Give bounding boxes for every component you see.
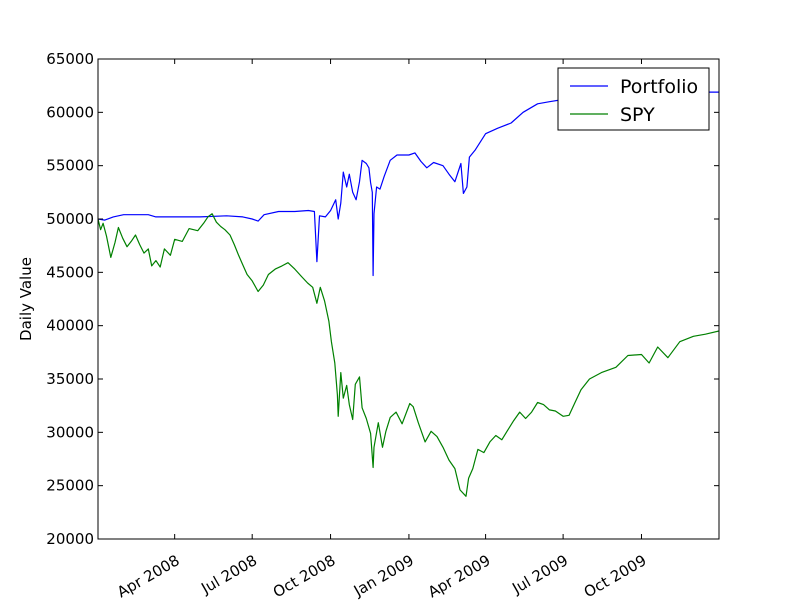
y-tick-label: 55000: [46, 157, 94, 175]
x-tick-label: Jul 2008: [197, 551, 260, 598]
legend-label-portfolio: Portfolio: [620, 76, 698, 98]
x-tick-label: Jan 2009: [350, 551, 417, 600]
x-tick-label: Oct 2009: [581, 551, 650, 600]
plot-frame: [97, 58, 720, 540]
y-tick-label: 20000: [46, 530, 94, 548]
y-tick-label: 25000: [46, 477, 94, 495]
y-axis-label: Daily Value: [17, 257, 35, 341]
x-tick-label: Jul 2009: [508, 551, 571, 598]
y-tick-label: 50000: [46, 210, 94, 228]
y-tick-label: 45000: [46, 263, 94, 281]
y-tick-label: 30000: [46, 423, 94, 441]
series-line-portfolio: [98, 91, 719, 277]
y-tick-label: 40000: [46, 317, 94, 335]
x-tick-label: Oct 2008: [270, 551, 339, 600]
x-tick-label: Apr 2008: [114, 551, 183, 600]
series-line-spy: [98, 213, 719, 497]
y-tick-label: 65000: [46, 50, 94, 68]
series-layer: [98, 91, 719, 497]
legend-label-spy: SPY: [620, 104, 655, 126]
legend: Portfolio SPY: [557, 67, 710, 131]
y-tick-label: 60000: [46, 103, 94, 121]
y-tick-label: 35000: [46, 370, 94, 388]
x-tick-label: Apr 2009: [425, 551, 494, 600]
axis-layer: 20000 25000 30000 35000 40000 45000 50000 55000…: [46, 50, 719, 600]
legend-box: [557, 67, 710, 131]
